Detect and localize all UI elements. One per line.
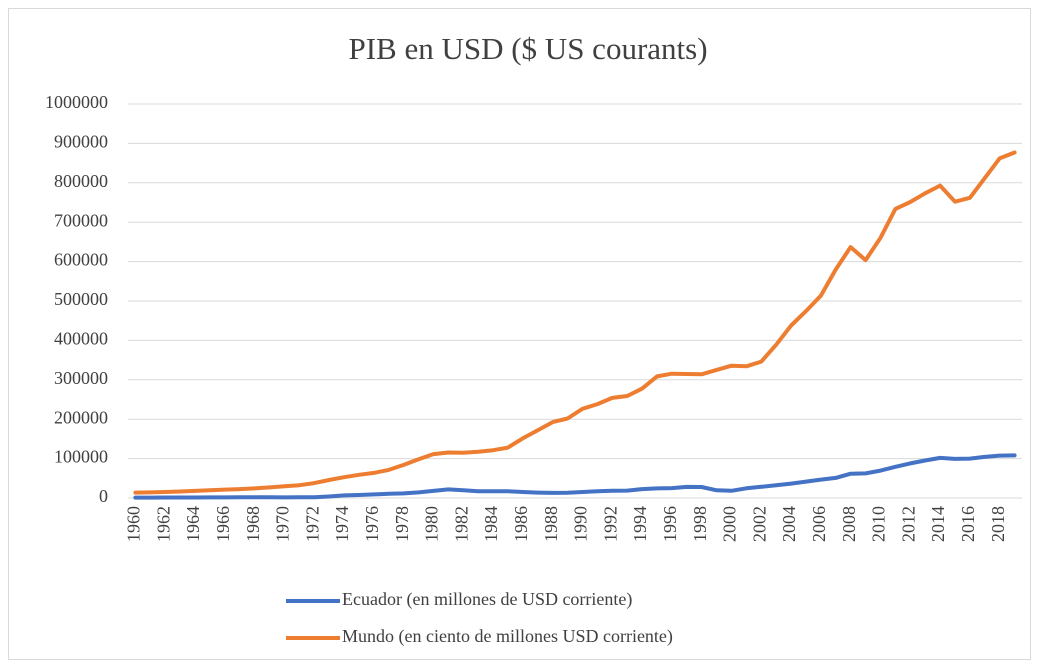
- y-tick-label: 600000: [54, 250, 108, 270]
- y-tick-label: 700000: [54, 210, 108, 230]
- x-tick-label: 2000: [720, 506, 740, 542]
- x-tick-label: 1988: [541, 506, 561, 542]
- x-tick-label: 1970: [273, 506, 293, 542]
- x-tick-label: 1986: [511, 506, 531, 542]
- y-tick-label: 900000: [54, 132, 108, 152]
- x-tick-label: 2014: [928, 506, 948, 542]
- x-tick-label: 1990: [571, 506, 591, 542]
- y-tick-label: 1000000: [45, 92, 108, 112]
- x-tick-label: 1996: [660, 506, 680, 542]
- x-tick-label: 1974: [332, 506, 352, 542]
- legend-label: Ecuador (en millones de USD corriente): [342, 589, 632, 610]
- chart-frame: [8, 8, 1031, 660]
- x-tick-label: 2018: [988, 506, 1008, 542]
- data-line: [133, 453, 1017, 500]
- x-tick-label: 1976: [362, 506, 382, 542]
- x-tick-label: 2004: [779, 506, 799, 542]
- x-tick-label: 1964: [183, 506, 203, 542]
- y-tick-label: 0: [99, 486, 108, 506]
- y-tick-label: 500000: [54, 289, 108, 309]
- x-tick-label: 1994: [630, 506, 650, 542]
- x-tick-label: 1998: [690, 506, 710, 542]
- x-tick-label: 1978: [392, 506, 412, 542]
- y-tick-label: 200000: [54, 407, 108, 427]
- x-tick-label: 1962: [153, 506, 173, 542]
- legend-label: Mundo (en ciento de millones USD corrien…: [342, 626, 673, 647]
- x-tick-label: 2008: [839, 506, 859, 542]
- y-tick-label: 400000: [54, 329, 108, 349]
- x-tick-label: 1980: [422, 506, 442, 542]
- x-tick-label: 1966: [213, 506, 233, 542]
- x-tick-label: 1982: [451, 506, 471, 542]
- x-tick-label: 1968: [243, 506, 263, 542]
- x-tick-label: 1984: [481, 506, 501, 542]
- x-tick-label: 2002: [749, 506, 769, 542]
- x-tick-label: 2010: [869, 506, 889, 542]
- x-tick-label: 1960: [124, 506, 144, 542]
- x-tick-label: 2012: [898, 506, 918, 542]
- x-tick-label: 1992: [600, 506, 620, 542]
- x-tick-label: 2006: [809, 506, 829, 542]
- data-line: [133, 150, 1017, 495]
- x-tick-label: 1972: [302, 506, 322, 542]
- chart-title: PIB en USD ($ US courants): [348, 31, 707, 66]
- y-tick-label: 800000: [54, 171, 108, 191]
- x-tick-label: 2016: [958, 506, 978, 542]
- y-tick-label: 100000: [54, 447, 108, 467]
- y-tick-label: 300000: [54, 368, 108, 388]
